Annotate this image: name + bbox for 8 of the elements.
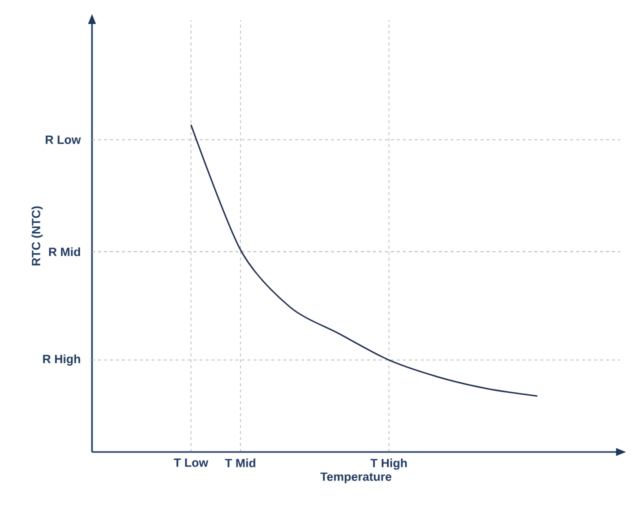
x-tick-label: T Mid [224,458,256,468]
x-tick-label: T High [370,458,407,470]
x-tick-label: T Low [174,458,208,467]
ref-line-label: R Mid [49,247,80,256]
ref-line-label: R Low [46,136,81,144]
x-axis-title: Temperature [320,472,392,484]
y-axis-title: RTC (NTC) [32,206,43,266]
ref-line-label: R High [43,354,80,366]
